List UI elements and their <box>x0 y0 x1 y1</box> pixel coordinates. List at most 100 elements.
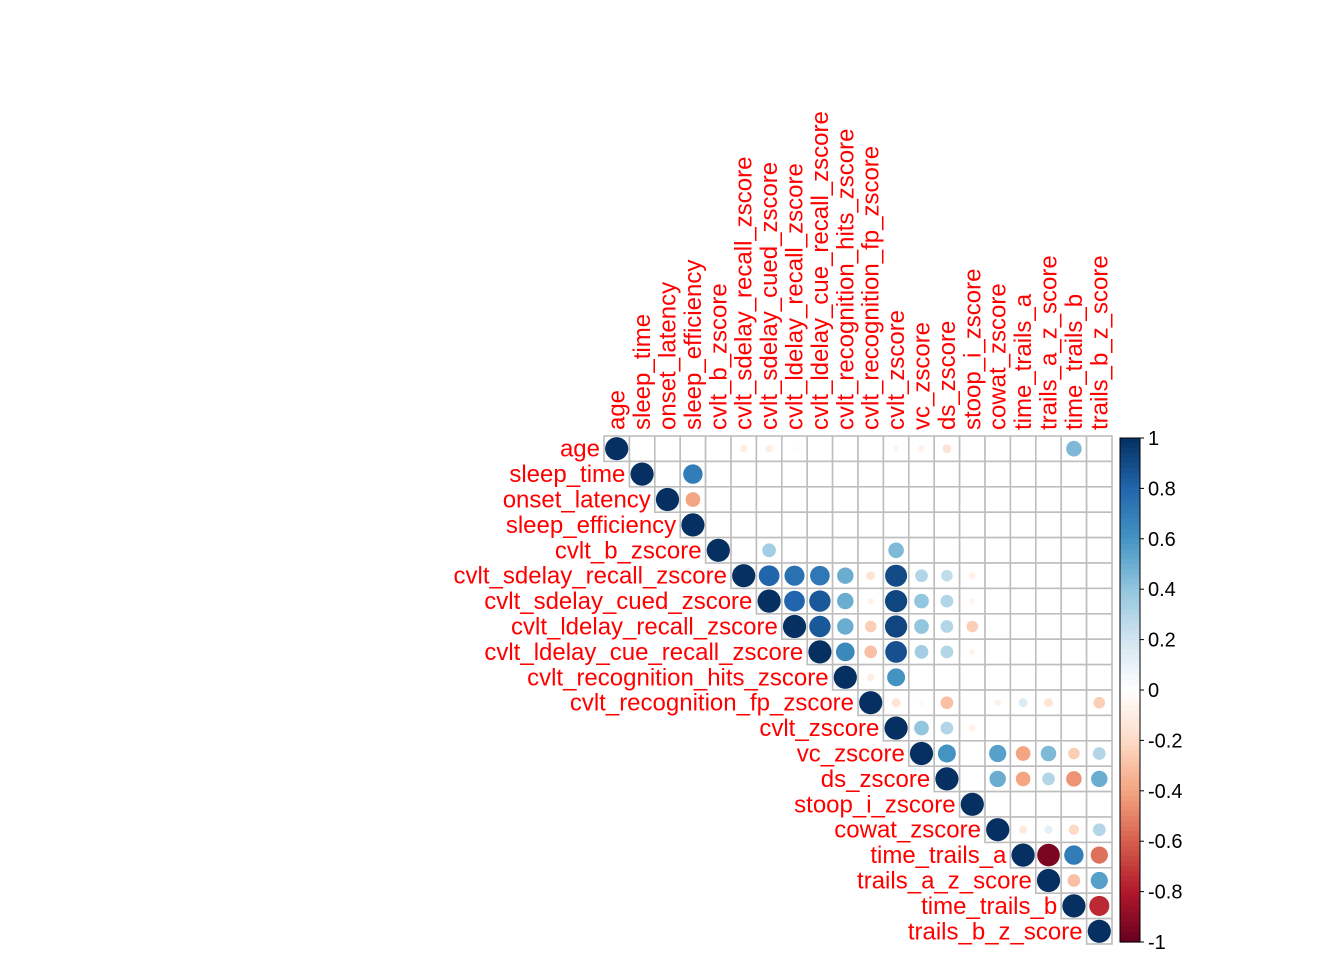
grid-cell <box>958 536 986 564</box>
correlation-circle <box>1037 843 1060 867</box>
correlation-circle <box>740 445 748 453</box>
correlation-circle <box>989 770 1006 788</box>
correlation-circle <box>833 665 857 689</box>
correlation-circle <box>1018 698 1028 708</box>
colorbar-segment <box>1120 715 1140 721</box>
correlation-circle <box>969 724 976 732</box>
colorbar-segment <box>1120 780 1140 787</box>
correlation-circle <box>1015 746 1031 761</box>
column-label: cvlt_zscore <box>883 310 910 430</box>
grid-cell <box>780 435 808 463</box>
colorbar-segment <box>1120 760 1140 767</box>
colorbar-segment <box>1120 831 1140 837</box>
correlation-circle <box>810 565 830 586</box>
colorbar-segment <box>1120 604 1140 610</box>
column-label: time_trails_b <box>1061 294 1088 430</box>
row-label: cvlt_sdelay_cued_zscore <box>484 588 752 615</box>
colorbar-segment <box>1120 886 1140 893</box>
colorbar-segment <box>1120 659 1140 666</box>
grid-cell <box>704 460 732 488</box>
colorbar-segment <box>1120 790 1140 797</box>
grid-cell <box>1009 435 1037 463</box>
grid-cell <box>831 435 859 463</box>
grid-cell <box>1035 435 1063 463</box>
colorbar-segment <box>1120 533 1140 540</box>
colorbar-segment <box>1120 926 1140 933</box>
grid-cell <box>780 460 808 488</box>
column-label: cvlt_b_zscore <box>705 283 732 430</box>
grid-cell <box>1085 663 1113 691</box>
grid-cell <box>984 638 1012 666</box>
correlation-circle <box>891 698 901 708</box>
grid-cell <box>1009 511 1037 539</box>
grid-cell <box>1035 511 1063 539</box>
colorbar-segment <box>1120 679 1140 686</box>
correlation-circle <box>1062 894 1086 918</box>
colorbar-segment <box>1120 483 1140 489</box>
correlation-circle <box>915 569 928 583</box>
colorbar-segment <box>1120 538 1140 545</box>
correlation-circle <box>888 542 904 559</box>
grid-cell <box>958 485 986 513</box>
grid-cell <box>1035 612 1063 640</box>
grid-cell <box>984 511 1012 539</box>
correlation-circle <box>792 446 797 451</box>
grid-cell <box>984 536 1012 564</box>
colorbar-segment <box>1120 710 1140 716</box>
colorbar-segment <box>1120 674 1140 681</box>
grid-cell <box>1085 790 1113 818</box>
grid-cell <box>1060 587 1088 615</box>
grid-cell <box>1085 612 1113 640</box>
column-label: cvlt_sdelay_recall_zscore <box>731 157 758 430</box>
colorbar-segment <box>1120 649 1140 656</box>
correlation-circle <box>1019 825 1028 834</box>
grid-cell <box>780 536 808 564</box>
colorbar-segment <box>1120 745 1140 752</box>
correlation-circle <box>1068 747 1080 760</box>
row-label: cowat_zscore <box>834 817 981 844</box>
colorbar-segment <box>1120 543 1140 550</box>
grid-cell <box>1060 790 1088 818</box>
correlation-circle <box>758 565 780 587</box>
grid-cell <box>907 663 935 691</box>
grid-cell <box>780 485 808 513</box>
colorbar-segment <box>1120 669 1140 676</box>
colorbar-segment <box>1120 720 1140 726</box>
grid-cell <box>958 765 986 793</box>
grid-cell <box>730 485 758 513</box>
grid-cell <box>958 663 986 691</box>
column-label: time_trails_a <box>1010 293 1037 430</box>
grid-cell <box>1035 485 1063 513</box>
colorbar: 1 0.8 0.6 0.4 0.2 0 -0.2 -0.4 -0.6 -0.8 -1 <box>1119 428 1182 954</box>
row-label: cvlt_ldelay_recall_zscore <box>511 614 778 641</box>
colorbar-segment <box>1120 564 1140 570</box>
correlation-circle <box>762 543 776 558</box>
colorbar-segment <box>1120 654 1140 661</box>
colorbar-tick-label: 0.8 <box>1148 478 1176 500</box>
correlation-circle <box>914 645 929 659</box>
colorbar-tick-label: -0.2 <box>1148 730 1182 752</box>
correlation-circle <box>884 589 908 613</box>
correlation-circle <box>782 614 807 639</box>
row-label: time_trails_a <box>870 842 1007 869</box>
correlation-circle <box>960 792 984 816</box>
column-label: ds_zscore <box>934 321 961 430</box>
correlation-circle <box>1090 846 1108 864</box>
colorbar-segment <box>1120 453 1140 459</box>
correlation-circle <box>683 464 703 484</box>
colorbar-segment <box>1120 584 1140 590</box>
correlation-circle <box>941 569 953 582</box>
grid-cell <box>806 536 834 564</box>
correlation-circle <box>1067 874 1081 887</box>
correlation-circle <box>630 462 654 486</box>
column-label: onset_latency <box>655 282 682 430</box>
colorbar-segment <box>1120 503 1140 510</box>
colorbar-segment <box>1120 523 1140 530</box>
grid-cell <box>1035 790 1063 818</box>
grid-cell <box>1009 638 1037 666</box>
colorbar-segment <box>1120 866 1140 873</box>
correlation-circle <box>809 615 831 638</box>
row-label: time_trails_b <box>921 893 1057 920</box>
correlation-circle <box>1011 843 1035 867</box>
colorbar-segment <box>1120 936 1140 943</box>
